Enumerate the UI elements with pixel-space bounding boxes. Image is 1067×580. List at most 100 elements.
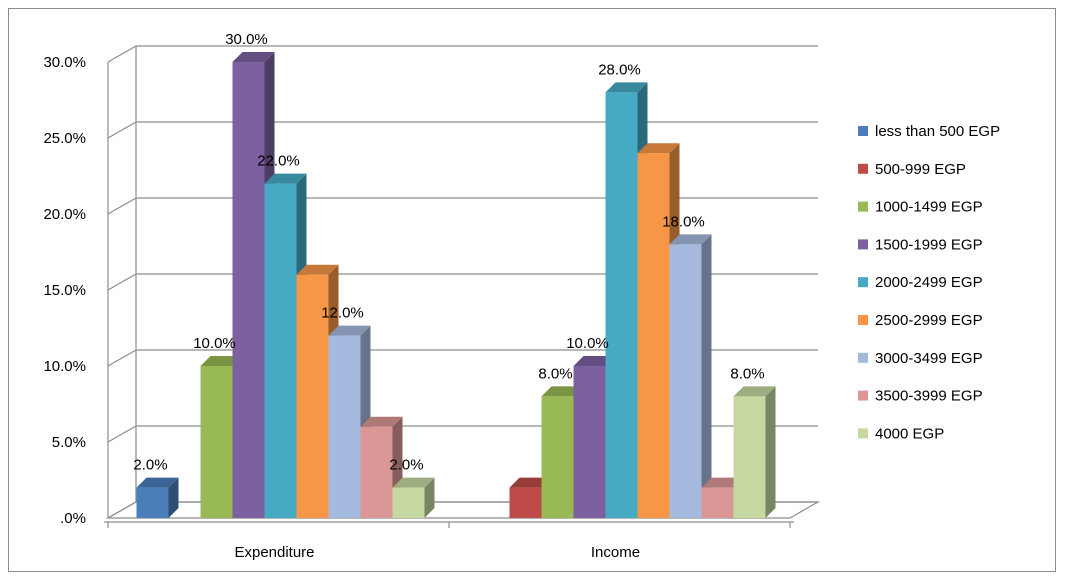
legend-item: less than 500 EGP — [858, 123, 1000, 140]
category-axis — [104, 521, 794, 528]
bar-front — [669, 244, 702, 518]
bar-top — [701, 477, 744, 488]
bar-front — [573, 366, 606, 518]
data-label: 12.0% — [321, 305, 364, 322]
data-label: 8.0% — [730, 365, 764, 382]
bar-top — [360, 416, 403, 427]
bar-top — [264, 173, 307, 184]
bar — [392, 477, 435, 518]
bar-front — [328, 335, 361, 518]
legend-swatch — [858, 239, 868, 250]
gridline-side — [107, 121, 137, 139]
data-label: 28.0% — [598, 61, 641, 78]
bar-top — [232, 52, 275, 62]
legend-swatch — [858, 428, 868, 439]
legend-item: 2500-2999 EGP — [858, 312, 983, 329]
gridline-side — [107, 425, 137, 443]
y-tick-label: 25.0% — [43, 130, 86, 147]
legend-label: 3500-3999 EGP — [875, 388, 983, 405]
data-label: 2.0% — [389, 457, 423, 474]
gridline-side — [107, 273, 137, 291]
legend-swatch — [858, 352, 868, 363]
y-tick-label: .0% — [60, 510, 86, 527]
legend-label: 1000-1499 EGP — [875, 199, 983, 216]
bar-front — [296, 274, 329, 518]
bar-top — [605, 82, 648, 93]
category-labels: Expenditure Income — [234, 544, 640, 561]
legend-item: 3500-3999 EGP — [858, 388, 983, 405]
legend-item: 500-999 EGP — [858, 161, 966, 178]
legend-label: 2500-2999 EGP — [875, 312, 983, 329]
bar-front — [232, 62, 265, 518]
bar-front — [136, 487, 169, 518]
legend-swatch — [858, 163, 868, 174]
bar-side — [701, 234, 712, 518]
bar — [669, 234, 712, 518]
bar-front — [200, 366, 233, 518]
bar-top — [669, 234, 712, 245]
bar-top — [136, 477, 179, 488]
legend: less than 500 EGP 500-999 EGP 1000-1499 EG… — [858, 123, 1000, 442]
bar-front — [264, 183, 297, 518]
bar-top — [541, 386, 584, 397]
legend-item: 2000-2499 EGP — [858, 274, 983, 291]
gridline-side — [107, 197, 137, 215]
data-label: 10.0% — [566, 335, 609, 352]
category-label: Income — [591, 544, 640, 561]
gridline-side — [107, 349, 137, 367]
bar-front — [509, 487, 542, 518]
legend-item: 3000-3499 EGP — [858, 350, 983, 367]
bar-top — [733, 386, 776, 397]
bar-top — [637, 143, 680, 154]
data-label: 2.0% — [133, 457, 167, 474]
bar-top — [392, 477, 435, 488]
legend-swatch — [858, 315, 868, 325]
data-label: 10.0% — [193, 335, 236, 352]
bar-top — [573, 356, 616, 366]
bar-side — [168, 477, 179, 518]
y-tick-label: 15.0% — [43, 282, 86, 299]
y-tick-label: 5.0% — [52, 434, 86, 451]
bar-front — [605, 92, 638, 519]
legend-label: 500-999 EGP — [875, 161, 966, 178]
bar — [733, 386, 776, 518]
y-tick-labels: .0% 5.0% 10.0% 15.0% 20.0% 25.0% 30.0% — [43, 54, 86, 527]
legend-item: 1500-1999 EGP — [858, 236, 983, 253]
bars — [136, 52, 776, 519]
bar-top — [296, 264, 339, 275]
y-tick-label: 30.0% — [43, 54, 86, 71]
legend-swatch — [858, 277, 868, 288]
legend-swatch — [858, 390, 868, 401]
data-label: 22.0% — [257, 153, 300, 170]
data-label: 8.0% — [538, 365, 572, 382]
bar-front — [360, 426, 393, 518]
bar-top — [328, 325, 371, 336]
data-labels: 2.0% 10.0% 30.0% 22.0% 12.0% 2.0% 8.0% 10.0% 28.… — [133, 31, 764, 474]
legend-item: 1000-1499 EGP — [858, 199, 983, 216]
legend-label: 3000-3499 EGP — [875, 350, 983, 367]
data-label: 30.0% — [225, 31, 268, 48]
bar — [136, 477, 179, 518]
y-tick-label: 10.0% — [43, 358, 86, 375]
bar-front — [701, 487, 734, 518]
legend-swatch — [858, 126, 868, 136]
bar-top — [200, 356, 243, 366]
legend-label: less than 500 EGP — [875, 123, 1000, 140]
legend-label: 4000 EGP — [875, 425, 944, 442]
bar-front — [541, 396, 574, 518]
legend-swatch — [858, 201, 868, 212]
legend-label: 1500-1999 EGP — [875, 236, 983, 253]
bar-front — [392, 487, 425, 518]
category-label: Expenditure — [234, 544, 314, 561]
bar-side — [424, 477, 435, 518]
legend-item: 4000 EGP — [858, 425, 944, 442]
data-label: 18.0% — [662, 213, 705, 230]
legend-label: 2000-2499 EGP — [875, 274, 983, 291]
bar-front — [733, 396, 766, 518]
bar-front — [637, 153, 670, 518]
bar-top — [509, 477, 552, 488]
gridline-side — [107, 45, 137, 63]
y-tick-label: 20.0% — [43, 206, 86, 223]
bar-side — [765, 386, 776, 518]
